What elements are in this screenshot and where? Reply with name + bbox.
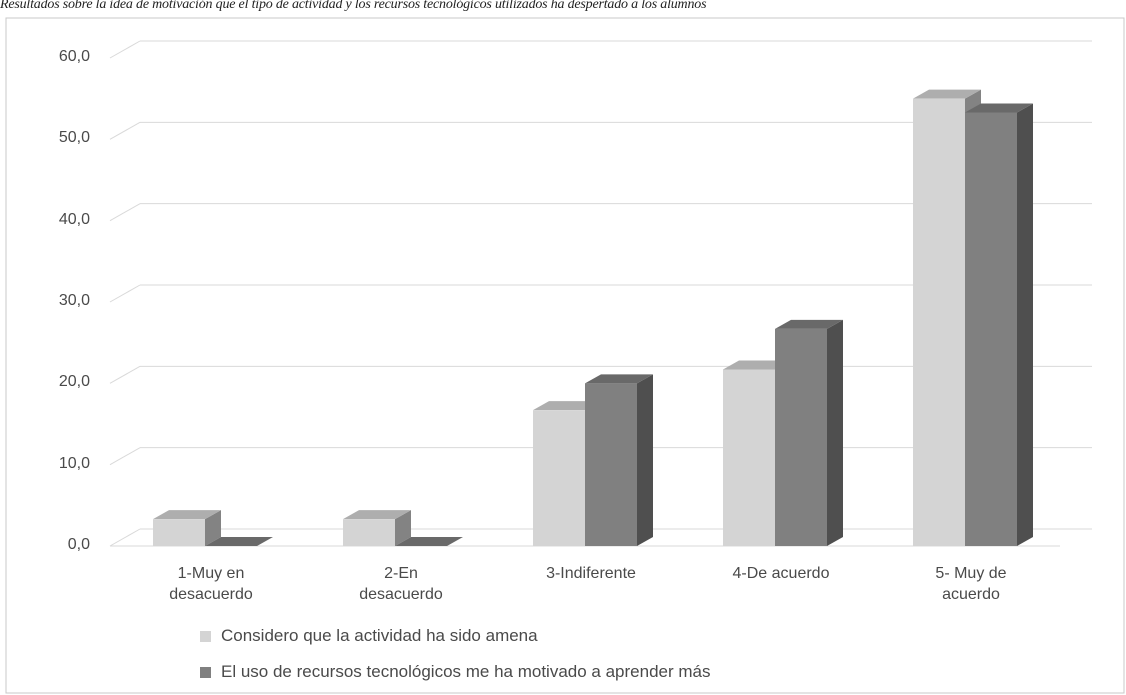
bar-2-5	[965, 103, 1033, 546]
legend-swatch-series-2	[200, 666, 211, 678]
gridline-depth	[109, 447, 141, 466]
y-tick-label: 10,0	[58, 454, 90, 472]
bar-2-4	[775, 319, 843, 546]
bar-top	[723, 360, 791, 370]
legend-item-series-2: El uso de recursos tecnológicos me ha mo…	[200, 662, 710, 682]
bar-top	[965, 103, 1033, 113]
bar-front	[723, 369, 775, 546]
bar-side	[1017, 103, 1033, 546]
bar-top	[533, 401, 601, 411]
bar-front	[153, 519, 205, 546]
bar-front	[965, 112, 1017, 546]
y-tick-label: 20,0	[58, 373, 90, 391]
gridline-depth	[109, 284, 141, 303]
legend-item-series-1: Considero que la actividad ha sido amena	[200, 626, 538, 646]
bar-front	[533, 410, 585, 546]
bar-top	[153, 510, 221, 520]
x-tick-label: 4-De acuerdo	[732, 565, 830, 582]
bar-top	[343, 510, 411, 520]
bar-side	[637, 374, 653, 546]
bar-top	[913, 89, 981, 99]
gridline-depth	[109, 203, 141, 222]
y-tick-label: 30,0	[58, 292, 90, 309]
x-tick-label: 2-En desacuerdo	[359, 565, 443, 603]
x-tick-label: 3-Indiferente	[546, 565, 636, 582]
chart-border	[5, 17, 1125, 694]
bar-1-2	[343, 510, 411, 546]
gridline-depth	[109, 528, 141, 547]
x-tick-label: 1-Muy en desacuerdo	[169, 565, 253, 603]
legend-label-series-2: El uso de recursos tecnológicos me ha mo…	[221, 662, 711, 681]
y-tick-label: 60,0	[58, 48, 90, 65]
y-tick-label: 40,0	[58, 210, 90, 228]
bar-front	[343, 519, 395, 546]
y-tick-label: 0,0	[67, 536, 90, 553]
bar-top	[205, 537, 273, 546]
bar-2-2	[395, 537, 463, 546]
bar-2-1	[205, 537, 273, 546]
chart-title: Resultados sobre la idea de motivación q…	[0, 0, 707, 12]
bar-side	[395, 510, 411, 546]
bar-front	[775, 328, 827, 546]
gridline-depth	[109, 121, 141, 140]
x-tick-label: 5- Muy de acuerdo	[935, 565, 1007, 603]
y-tick-label: 50,0	[58, 129, 90, 147]
bar-2-3	[585, 374, 653, 546]
legend-swatch-series-1	[200, 630, 211, 642]
bar-side	[205, 510, 221, 546]
bar-1-1	[153, 510, 221, 546]
gridline-depth	[109, 365, 141, 384]
legend-label-series-1: Considero que la actividad ha sido amena	[221, 626, 538, 645]
bar-top	[585, 374, 653, 384]
gridline-depth	[109, 40, 141, 59]
bar-top	[395, 537, 463, 546]
bar-top	[775, 319, 843, 329]
bar-front	[913, 98, 965, 547]
bar-front	[585, 383, 637, 546]
bar-side	[827, 319, 843, 546]
